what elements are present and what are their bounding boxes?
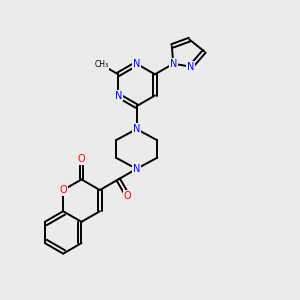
Text: O: O (78, 154, 85, 164)
Text: N: N (133, 124, 140, 134)
Text: N: N (169, 59, 177, 69)
Text: N: N (115, 91, 122, 100)
Text: N: N (115, 91, 122, 100)
Text: N: N (133, 59, 140, 69)
Text: N: N (187, 62, 195, 72)
Text: N: N (133, 124, 140, 134)
Text: O: O (59, 185, 67, 195)
Text: N: N (133, 164, 140, 174)
Text: O: O (124, 191, 132, 201)
Text: O: O (78, 154, 85, 164)
Text: N: N (187, 62, 195, 72)
Text: N: N (169, 59, 177, 69)
Text: N: N (133, 164, 140, 174)
Text: CH₃: CH₃ (94, 60, 109, 69)
Text: N: N (133, 59, 140, 69)
Text: O: O (59, 185, 67, 195)
Text: O: O (124, 191, 132, 201)
